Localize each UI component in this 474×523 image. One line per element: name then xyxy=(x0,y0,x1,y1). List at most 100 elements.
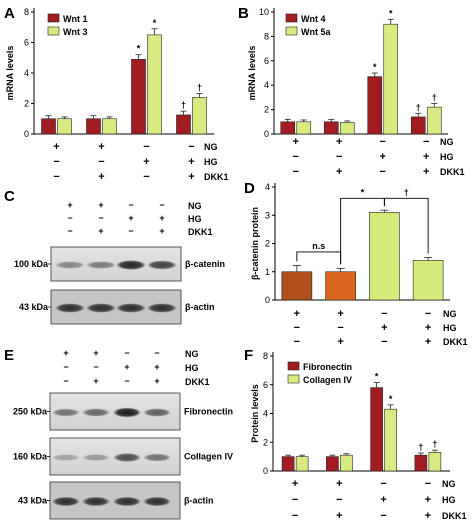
chart-b: 0 2 4 6 8 10 mRNA levels * † * † Wnt 4 Wnt 5a + + − − NG −… xyxy=(247,7,465,178)
condition-symbol: + xyxy=(336,478,342,490)
protein-label: β-actin xyxy=(184,496,214,506)
lane-symbol: + xyxy=(159,226,164,236)
condition-symbol: − xyxy=(423,136,429,148)
molecular-weight-label: 43 kDa xyxy=(19,302,49,312)
blot-band xyxy=(86,261,116,269)
blot-band xyxy=(116,260,146,270)
bar xyxy=(281,456,295,472)
condition-symbol: + xyxy=(423,166,429,178)
bar xyxy=(296,121,312,135)
lane-symbol: − xyxy=(98,213,103,223)
condition-symbol: + xyxy=(336,166,342,178)
y-tick-label: 8 xyxy=(263,351,268,361)
legend-label: Wnt 1 xyxy=(63,14,88,24)
legend-label: Wnt 4 xyxy=(301,14,326,24)
significance-mark: † xyxy=(404,187,409,197)
significance-mark: * xyxy=(361,187,365,197)
legend-swatch xyxy=(47,26,60,36)
lane-symbol: − xyxy=(63,376,68,386)
y-tick-label: 0 xyxy=(263,466,268,476)
y-tick-label: 2 xyxy=(24,99,29,109)
protein-label: β-actin xyxy=(185,302,215,312)
condition-symbol: + xyxy=(98,171,104,183)
western-blot-e: + + − − NG − − + + HG − + − + DKK1 250 kDa Fibronectin 16… xyxy=(13,348,233,520)
protein-label: β-catenin xyxy=(185,259,225,269)
bar xyxy=(325,271,356,301)
molecular-weight-label: 160 kDa xyxy=(13,452,48,462)
y-tick-label: 1 xyxy=(265,267,270,277)
y-tick-label: 4 xyxy=(264,80,269,90)
blot-band xyxy=(52,454,80,461)
condition-symbol: + xyxy=(98,141,104,153)
condition-symbol: + xyxy=(336,136,342,148)
blot-band xyxy=(82,496,110,507)
panel-letter-e: E xyxy=(4,347,14,364)
lane-symbol: + xyxy=(93,348,98,358)
panel-letter-d: D xyxy=(244,180,255,197)
legend-swatch xyxy=(285,26,298,36)
y-tick-label: 8 xyxy=(264,31,269,41)
legend-swatch xyxy=(287,374,300,384)
condition-label: HG xyxy=(204,157,218,167)
y-tick-label: 0 xyxy=(265,295,270,305)
significance-mark: n.s xyxy=(312,241,325,251)
bar xyxy=(369,212,400,301)
blot-band xyxy=(143,496,171,507)
lane-label: DKK1 xyxy=(188,227,213,237)
blot-band xyxy=(113,496,141,507)
panel-letter-a: A xyxy=(4,5,15,22)
significance-bracket xyxy=(383,197,429,254)
significance-bracket xyxy=(296,251,342,265)
western-blot-c: + + − − NG − − + + HG − + − + DKK1 100 kDa β-catenin 43 k… xyxy=(14,200,225,325)
blot-band xyxy=(52,408,80,417)
y-axis-label: mRNA levels xyxy=(247,46,257,101)
lane-symbol: − xyxy=(67,226,72,236)
significance-mark: * xyxy=(375,372,379,382)
condition-symbol: − xyxy=(292,510,298,522)
blot-band xyxy=(143,453,171,462)
condition-symbol: − xyxy=(293,166,299,178)
condition-symbol: + xyxy=(380,151,386,163)
significance-mark: * xyxy=(137,44,141,54)
condition-symbol: − xyxy=(53,171,59,183)
legend-label: Collagen IV xyxy=(303,375,352,385)
condition-symbol: − xyxy=(380,478,386,490)
significance-mark: * xyxy=(373,62,377,72)
chart-d: 0 1 2 3 4 β-catenin protein n.s * † + + − − NG − − + + HG −… xyxy=(250,182,468,348)
lane-symbol: + xyxy=(98,226,103,236)
significance-mark: † xyxy=(432,93,437,103)
molecular-weight-label: 250 kDa xyxy=(13,407,48,417)
condition-symbol: + xyxy=(292,478,298,490)
legend-swatch xyxy=(47,13,60,23)
y-tick-label: 2 xyxy=(263,437,268,447)
condition-symbol: − xyxy=(336,151,342,163)
lane-symbol: − xyxy=(67,213,72,223)
lane-symbol: + xyxy=(98,200,103,210)
condition-symbol: − xyxy=(292,494,298,506)
significance-mark: * xyxy=(153,18,157,28)
bar xyxy=(340,454,353,472)
condition-label: HG xyxy=(440,152,454,162)
condition-symbol: − xyxy=(381,308,387,320)
lane-symbol: − xyxy=(124,376,129,386)
lane-symbol: − xyxy=(128,200,133,210)
blot-band xyxy=(82,453,110,462)
significance-mark: † xyxy=(416,102,421,112)
condition-label: DKK1 xyxy=(442,511,467,521)
condition-symbol: + xyxy=(337,336,343,348)
bar xyxy=(339,122,355,135)
significance-mark: * xyxy=(389,394,393,404)
significance-mark: † xyxy=(197,83,202,93)
condition-symbol: − xyxy=(143,171,149,183)
chart-f: 0 2 4 6 8 Protein levels * † * † Fibronectin Collag… xyxy=(250,351,467,522)
condition-label: DKK1 xyxy=(440,167,465,177)
bar xyxy=(412,260,444,301)
condition-symbol: + xyxy=(425,494,431,506)
lane-symbol: + xyxy=(63,348,68,358)
panel-letter-b: B xyxy=(238,5,249,22)
condition-symbol: − xyxy=(188,141,194,153)
y-tick-label: 3 xyxy=(265,210,270,220)
condition-symbol: − xyxy=(98,156,104,168)
y-tick-label: 2 xyxy=(264,105,269,115)
protein-label: Fibronectin xyxy=(184,407,233,417)
